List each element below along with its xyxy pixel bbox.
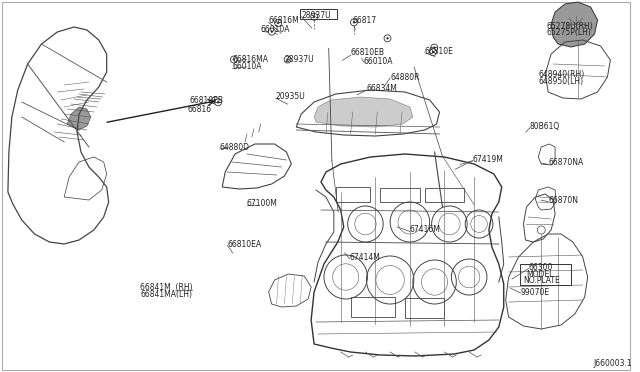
- Text: NO.PLATE: NO.PLATE: [524, 276, 560, 285]
- Text: 66010A: 66010A: [364, 57, 393, 65]
- Circle shape: [432, 51, 434, 53]
- Text: 64880D: 64880D: [220, 143, 250, 152]
- Text: 66816M: 66816M: [269, 16, 300, 25]
- Text: 66810EB: 66810EB: [351, 48, 385, 57]
- Circle shape: [217, 101, 220, 103]
- Circle shape: [233, 58, 235, 61]
- Circle shape: [211, 97, 218, 104]
- Text: 66816: 66816: [187, 105, 211, 114]
- Text: 66300: 66300: [529, 263, 553, 272]
- Text: 67416M: 67416M: [410, 225, 440, 234]
- Text: 66834M: 66834M: [367, 84, 397, 93]
- Text: 65275P(LH): 65275P(LH): [547, 28, 591, 37]
- Text: 648940(RH): 648940(RH): [539, 70, 585, 79]
- Circle shape: [429, 49, 436, 55]
- Text: 66010A: 66010A: [260, 25, 290, 34]
- Text: 66816MA: 66816MA: [232, 55, 269, 64]
- Text: 80B61Q: 80B61Q: [530, 122, 560, 131]
- Circle shape: [351, 19, 358, 26]
- Text: 66870NA: 66870NA: [548, 158, 583, 167]
- Circle shape: [271, 31, 273, 33]
- Text: 64880R: 64880R: [390, 73, 420, 81]
- Bar: [520, 264, 572, 285]
- Text: 65278U(RH): 65278U(RH): [547, 22, 593, 31]
- Bar: [351, 297, 395, 317]
- Bar: [380, 188, 420, 202]
- Circle shape: [214, 99, 221, 106]
- Text: 28937U: 28937U: [284, 55, 314, 64]
- Text: 66870N: 66870N: [548, 196, 578, 205]
- Bar: [405, 298, 444, 318]
- Circle shape: [287, 58, 289, 61]
- Polygon shape: [551, 2, 598, 47]
- Polygon shape: [67, 107, 91, 130]
- Text: 66841M  (RH): 66841M (RH): [140, 283, 193, 292]
- Text: 66810EB: 66810EB: [189, 96, 223, 105]
- Circle shape: [313, 16, 316, 18]
- Bar: [425, 188, 464, 202]
- Bar: [300, 9, 337, 19]
- Text: MODEL: MODEL: [526, 270, 554, 279]
- Polygon shape: [314, 97, 413, 127]
- Circle shape: [214, 99, 216, 102]
- Text: 67414M: 67414M: [349, 253, 380, 262]
- Circle shape: [268, 28, 275, 35]
- Text: 66810EA: 66810EA: [228, 240, 262, 249]
- Text: J660003.1: J660003.1: [593, 359, 632, 368]
- Text: 66010A: 66010A: [232, 62, 262, 71]
- Text: 67100M: 67100M: [246, 199, 277, 208]
- Circle shape: [277, 22, 279, 24]
- Text: 28937U: 28937U: [301, 11, 331, 20]
- Circle shape: [310, 13, 317, 20]
- Bar: [336, 187, 371, 202]
- Text: 67419M: 67419M: [473, 155, 504, 164]
- Circle shape: [230, 56, 237, 63]
- Text: 66810E: 66810E: [425, 47, 454, 56]
- Circle shape: [431, 44, 438, 51]
- Text: 99070E: 99070E: [521, 288, 550, 296]
- Text: 20935U: 20935U: [276, 92, 305, 101]
- Text: 66817: 66817: [353, 16, 377, 25]
- Circle shape: [284, 56, 291, 63]
- Circle shape: [387, 37, 388, 39]
- Circle shape: [384, 35, 391, 42]
- Text: 66841MA(LH): 66841MA(LH): [140, 290, 193, 299]
- Circle shape: [275, 20, 282, 26]
- Text: 648950(LH): 648950(LH): [539, 77, 584, 86]
- Circle shape: [353, 21, 355, 23]
- Circle shape: [433, 46, 435, 49]
